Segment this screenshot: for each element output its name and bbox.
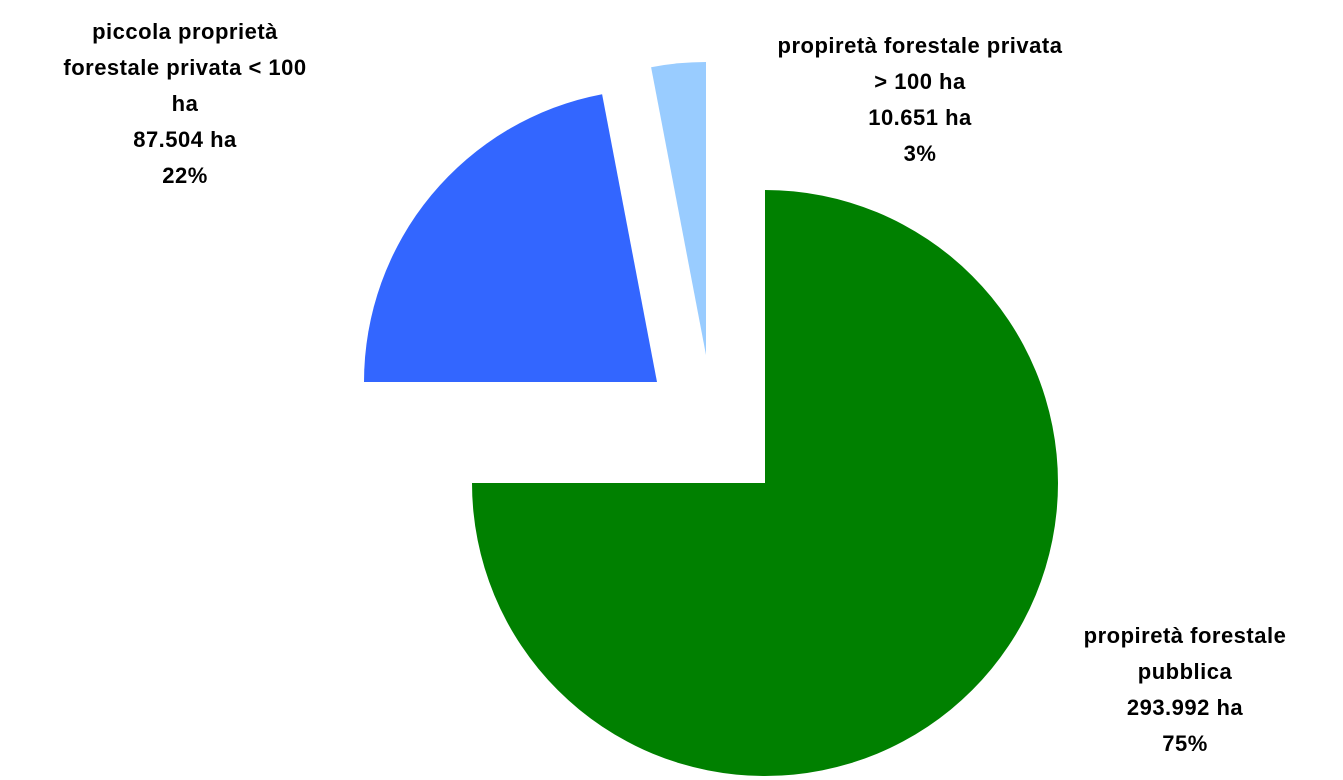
value-label: 75% [1162, 731, 1208, 756]
pie-slice [364, 94, 657, 383]
slice-label: piccola proprietà forestale privata < 10… [50, 14, 320, 194]
area-label: 87.504 ha [133, 127, 237, 152]
category-label: propiretà forestale pubblica [1083, 623, 1287, 684]
slice-label: propiretà forestale pubblica 293.992 ha 75… [1035, 618, 1335, 762]
slice-label: propiretà forestale privata > 100 ha 10.6… [770, 28, 1070, 172]
pie-slice [472, 190, 1058, 776]
category-label: propiretà forestale privata > 100 ha [777, 33, 1063, 94]
value-label: 22% [162, 163, 208, 188]
pie-slice [651, 62, 706, 355]
area-label: 293.992 ha [1126, 695, 1244, 720]
category-label: piccola proprietà forestale privata < 10… [63, 19, 307, 116]
area-label: 10.651 ha [868, 105, 972, 130]
value-label: 3% [903, 141, 937, 166]
